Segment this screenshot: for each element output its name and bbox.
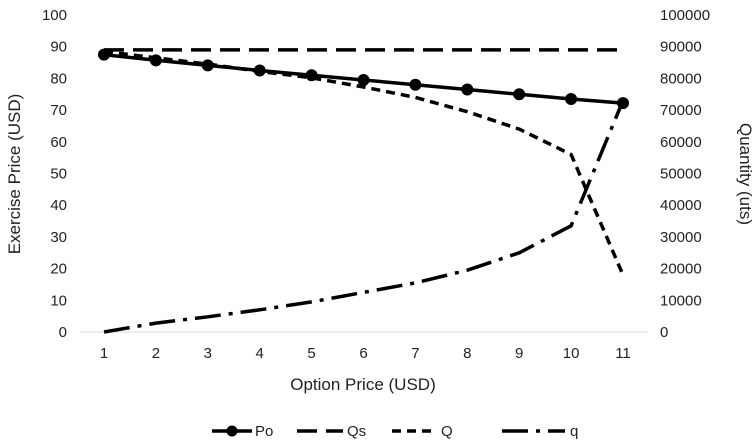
left-tick-label: 50 bbox=[50, 166, 67, 183]
left-tick-label: 0 bbox=[59, 324, 67, 341]
left-axis-title: Exercise Price (USD) bbox=[5, 94, 24, 255]
legend-item-q: Q bbox=[392, 423, 453, 440]
right-tick-label: 40000 bbox=[660, 197, 702, 214]
legend-label-po: Po bbox=[255, 423, 273, 440]
series-point-po bbox=[98, 48, 110, 61]
right-tick-label: 30000 bbox=[660, 229, 702, 246]
legend-item-qs: Qs bbox=[297, 423, 366, 440]
x-tick-label: 10 bbox=[563, 345, 580, 362]
x-tick-label: 3 bbox=[204, 345, 212, 362]
series-line-q bbox=[103, 49, 625, 276]
series-point-po bbox=[305, 69, 318, 82]
right-tick-label: 90000 bbox=[660, 39, 702, 56]
legend-item-q-lower: q bbox=[502, 423, 578, 440]
right-tick-label: 70000 bbox=[660, 102, 702, 119]
legend-marker-po bbox=[226, 425, 238, 437]
right-axis-title: Quantity (uts) bbox=[736, 123, 755, 225]
series-point-po bbox=[149, 54, 162, 67]
left-axis: 0 10 20 30 40 50 60 70 80 90 100 bbox=[42, 7, 67, 341]
left-tick-label: 100 bbox=[42, 7, 67, 24]
right-tick-label: 10000 bbox=[660, 292, 702, 309]
series-line-q bbox=[103, 99, 625, 334]
x-tick-label: 1 bbox=[100, 345, 108, 362]
left-tick-label: 10 bbox=[50, 292, 67, 309]
x-axis: 1 2 3 4 5 6 7 8 9 10 11 bbox=[100, 345, 631, 362]
right-tick-label: 100000 bbox=[660, 7, 710, 24]
left-tick-label: 60 bbox=[50, 134, 67, 151]
right-tick-label: 60000 bbox=[660, 134, 702, 151]
series-point-po bbox=[357, 73, 370, 86]
x-tick-label: 4 bbox=[256, 345, 264, 362]
series-layer bbox=[98, 48, 629, 334]
series-point-po bbox=[461, 83, 474, 96]
left-tick-label: 70 bbox=[50, 102, 67, 119]
series-point-po bbox=[565, 93, 578, 106]
x-tick-label: 11 bbox=[615, 345, 631, 362]
right-tick-label: 50000 bbox=[660, 166, 702, 183]
legend: Po Qs Q q bbox=[212, 423, 578, 440]
x-tick-label: 9 bbox=[515, 345, 523, 362]
x-tick-label: 6 bbox=[359, 345, 367, 362]
series-point-po bbox=[513, 88, 526, 101]
left-tick-label: 80 bbox=[50, 70, 67, 87]
right-axis: 0 10000 20000 30000 40000 50000 60000 70000 8000… bbox=[660, 7, 710, 341]
left-tick-label: 30 bbox=[50, 229, 67, 246]
x-tick-label: 5 bbox=[307, 345, 315, 362]
series-point-po bbox=[409, 78, 422, 91]
left-tick-label: 90 bbox=[50, 39, 67, 56]
right-tick-label: 0 bbox=[660, 324, 668, 341]
legend-label-q-lower: q bbox=[570, 423, 578, 440]
series-point-po bbox=[201, 59, 214, 72]
x-tick-label: 2 bbox=[152, 345, 160, 362]
right-tick-label: 20000 bbox=[660, 261, 702, 278]
x-axis-title: Option Price (USD) bbox=[290, 375, 435, 394]
legend-label-q: Q bbox=[441, 423, 453, 440]
right-tick-label: 80000 bbox=[660, 70, 702, 87]
x-tick-label: 8 bbox=[463, 345, 471, 362]
legend-label-qs: Qs bbox=[347, 423, 366, 440]
series-point-po bbox=[253, 64, 266, 77]
legend-item-po: Po bbox=[212, 423, 273, 440]
x-tick-label: 7 bbox=[411, 345, 419, 362]
left-tick-label: 20 bbox=[50, 261, 67, 278]
series-point-po bbox=[617, 97, 629, 110]
left-tick-label: 40 bbox=[50, 197, 67, 214]
